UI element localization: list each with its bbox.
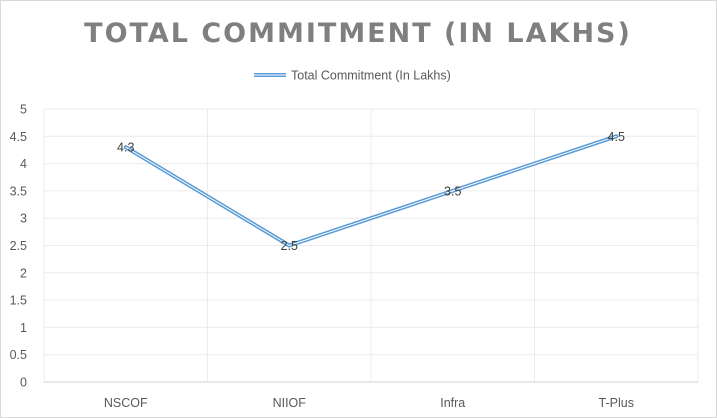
legend: Total Commitment (In Lakhs) [254, 69, 451, 83]
y-tick-label: 1 [20, 321, 27, 335]
x-tick-label: T-Plus [599, 396, 634, 410]
y-tick-label: 2 [20, 266, 27, 280]
y-tick-label: 1.5 [10, 294, 27, 308]
x-tick-label: Infra [440, 396, 465, 410]
y-tick-label: 3 [20, 212, 27, 226]
x-axis-ticks: NSCOF NIIOF Infra T-Plus [104, 396, 634, 410]
data-label: 4.3 [117, 141, 134, 155]
x-tick-label: NSCOF [104, 396, 148, 410]
y-tick-label: 3.5 [10, 184, 27, 198]
y-tick-label: 4.5 [10, 130, 27, 144]
x-tick-label: NIIOF [273, 396, 307, 410]
y-tick-label: 0 [20, 376, 27, 390]
data-label: 3.5 [444, 184, 461, 198]
data-label: 4.5 [608, 130, 625, 144]
chart-title: TOTAL COMMITMENT (IN LAKHS) [84, 18, 632, 49]
series-line-inner [125, 135, 617, 246]
y-tick-label: 2.5 [10, 239, 27, 253]
y-axis-ticks: 0 0.5 1 1.5 2 2.5 3 3.5 4 4.5 5 [10, 103, 27, 390]
data-label: 2.5 [281, 239, 298, 253]
y-tick-label: 4 [20, 157, 27, 171]
y-tick-label: 5 [20, 103, 27, 117]
legend-label: Total Commitment (In Lakhs) [291, 69, 451, 83]
data-labels: 4.3 2.5 3.5 4.5 [117, 130, 625, 253]
series-total-commitment [123, 134, 619, 248]
y-tick-label: 0.5 [10, 348, 27, 362]
gridlines [43, 108, 699, 383]
